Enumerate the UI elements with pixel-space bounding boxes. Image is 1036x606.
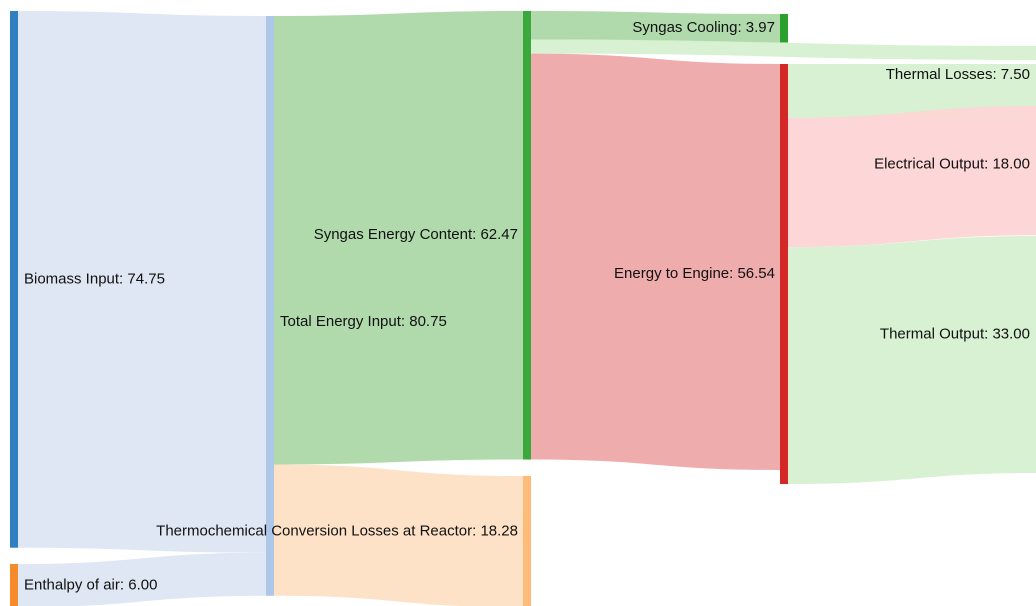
labels: Biomass Input: 74.75 Enthalpy of air: 6.0… bbox=[24, 19, 1030, 593]
link bbox=[531, 39, 1036, 61]
link bbox=[274, 11, 523, 465]
node-label: Total Energy Input: 80.75 bbox=[280, 313, 447, 330]
node-label: Syngas Energy Content: 62.47 bbox=[314, 226, 518, 243]
node-bar bbox=[523, 11, 531, 460]
nodes bbox=[10, 11, 788, 606]
node-label: Enthalpy of air: 6.00 bbox=[24, 577, 157, 594]
link bbox=[531, 53, 780, 470]
link bbox=[788, 106, 1036, 248]
node-label: Electrical Output: 18.00 bbox=[874, 156, 1030, 173]
node-label: Thermochemical Conversion Losses at Reac… bbox=[156, 523, 518, 540]
link bbox=[18, 552, 266, 606]
node-bar bbox=[780, 64, 788, 485]
node-label: Thermal Output: 33.00 bbox=[880, 325, 1030, 342]
node-bar bbox=[10, 11, 18, 548]
node-bar bbox=[10, 564, 18, 606]
link bbox=[18, 11, 266, 553]
node-bar bbox=[780, 14, 788, 43]
node-label: Thermal Losses: 7.50 bbox=[886, 66, 1030, 83]
node-label: Energy to Engine: 56.54 bbox=[614, 265, 775, 282]
link bbox=[788, 236, 1036, 485]
link bbox=[274, 464, 523, 606]
node-label: Syngas Cooling: 3.97 bbox=[632, 19, 775, 36]
link bbox=[531, 11, 780, 43]
links bbox=[18, 11, 1036, 606]
node-bar bbox=[266, 16, 274, 596]
node-label: Biomass Input: 74.75 bbox=[24, 270, 165, 287]
link bbox=[788, 63, 1036, 118]
node-bar bbox=[523, 476, 531, 606]
